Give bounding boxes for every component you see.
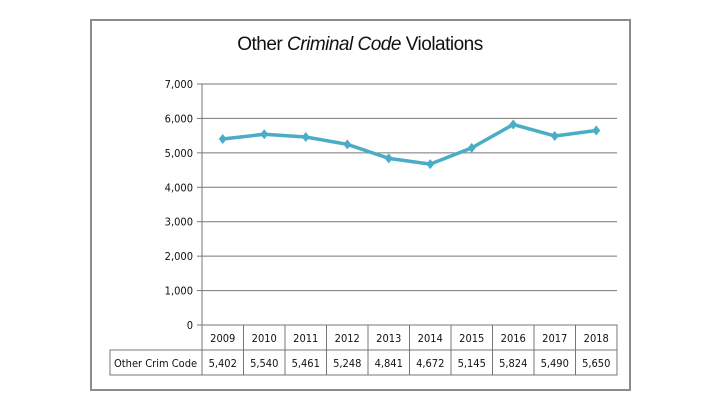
x-tick-label: 2012: [335, 332, 360, 345]
data-point: [301, 131, 310, 142]
x-tick-label: 2015: [459, 332, 484, 345]
y-tick-label: 1,000: [165, 285, 193, 298]
chart-title: Other Criminal Code Violations: [0, 34, 720, 56]
x-tick-label: 2010: [252, 332, 277, 345]
y-tick-label: 4,000: [165, 181, 193, 194]
data-point: [467, 142, 476, 153]
data-label: 5,824: [499, 357, 527, 370]
data-point: [509, 119, 518, 130]
data-label: 4,841: [375, 357, 403, 370]
chart-frame: [90, 19, 631, 391]
data-label: 5,145: [458, 357, 486, 370]
y-tick-label: 6,000: [165, 112, 193, 125]
y-tick-label: 5,000: [165, 147, 193, 160]
x-tick-label: 2013: [376, 332, 401, 345]
y-tick-label: 3,000: [165, 216, 193, 229]
data-label: 5,540: [250, 357, 278, 370]
data-label: 5,402: [209, 357, 237, 370]
data-point: [550, 130, 559, 141]
series-line: [222, 122, 597, 166]
data-point: [426, 159, 435, 170]
data-label: 5,461: [292, 357, 320, 370]
data-point: [384, 153, 393, 164]
data-point: [592, 125, 601, 136]
x-tick-label: 2016: [501, 332, 526, 345]
title-italic: Criminal Code: [287, 34, 401, 55]
y-tick-label: 0: [187, 319, 193, 332]
x-tick-label: 2014: [418, 332, 443, 345]
data-label: 5,490: [541, 357, 569, 370]
data-point: [343, 139, 352, 150]
x-tick-label: 2011: [293, 332, 318, 345]
data-label: 4,672: [416, 357, 444, 370]
data-point: [218, 134, 227, 145]
series-label: Other Crim Code: [114, 357, 197, 370]
y-tick-label: 2,000: [165, 250, 193, 263]
data-label: 5,650: [582, 357, 610, 370]
title-part: Other: [237, 34, 288, 55]
y-tick-label: 7,000: [165, 78, 193, 91]
x-tick-label: 2018: [584, 332, 609, 345]
data-label: 5,248: [333, 357, 361, 370]
x-tick-label: 2009: [210, 332, 235, 345]
x-tick-label: 2017: [542, 332, 567, 345]
data-point: [260, 129, 269, 140]
title-part: Violations: [400, 34, 484, 55]
